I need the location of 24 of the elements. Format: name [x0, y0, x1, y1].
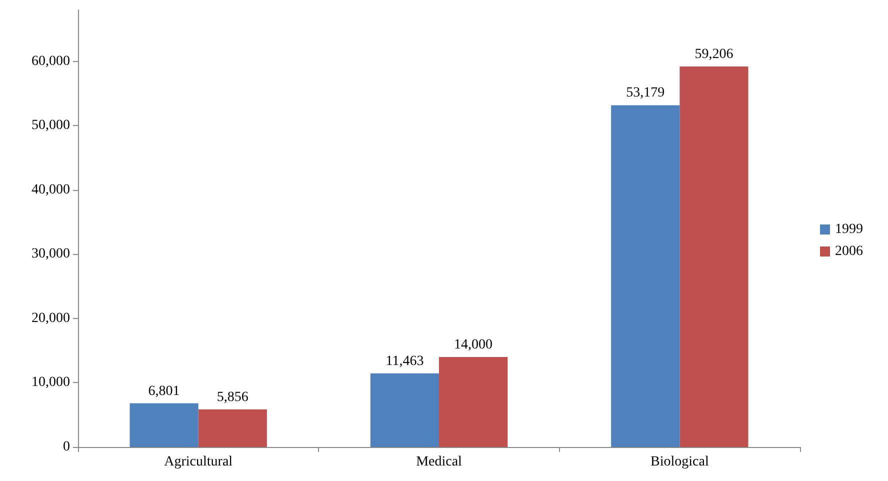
- x-tick-label: Agricultural: [164, 454, 233, 470]
- bar: [370, 373, 439, 447]
- y-tick-label: 40,000: [32, 182, 70, 198]
- bar: [439, 357, 508, 447]
- y-tick-label: 30,000: [32, 246, 70, 262]
- y-tick-label: 20,000: [32, 310, 70, 326]
- data-label: 59,206: [694, 47, 734, 62]
- bar: [130, 403, 198, 447]
- data-label: 6,801: [148, 384, 180, 399]
- bar: [611, 105, 680, 447]
- y-tick-label: 50,000: [32, 118, 70, 134]
- data-label: 53,179: [626, 86, 665, 101]
- data-label: 14,000: [454, 338, 493, 353]
- legend-label: 1999: [835, 222, 863, 237]
- y-tick-label: 60,000: [32, 54, 70, 69]
- data-label: 5,856: [216, 390, 248, 405]
- legend-label: 2006: [835, 244, 863, 259]
- bar: [198, 409, 267, 447]
- y-tick-label: 10,000: [32, 375, 70, 390]
- y-tick-label: 0: [63, 440, 70, 454]
- bar: [680, 66, 748, 447]
- x-tick-label: Medical: [416, 454, 462, 470]
- data-label: 11,463: [386, 354, 424, 369]
- x-tick-label: Biological: [650, 454, 709, 470]
